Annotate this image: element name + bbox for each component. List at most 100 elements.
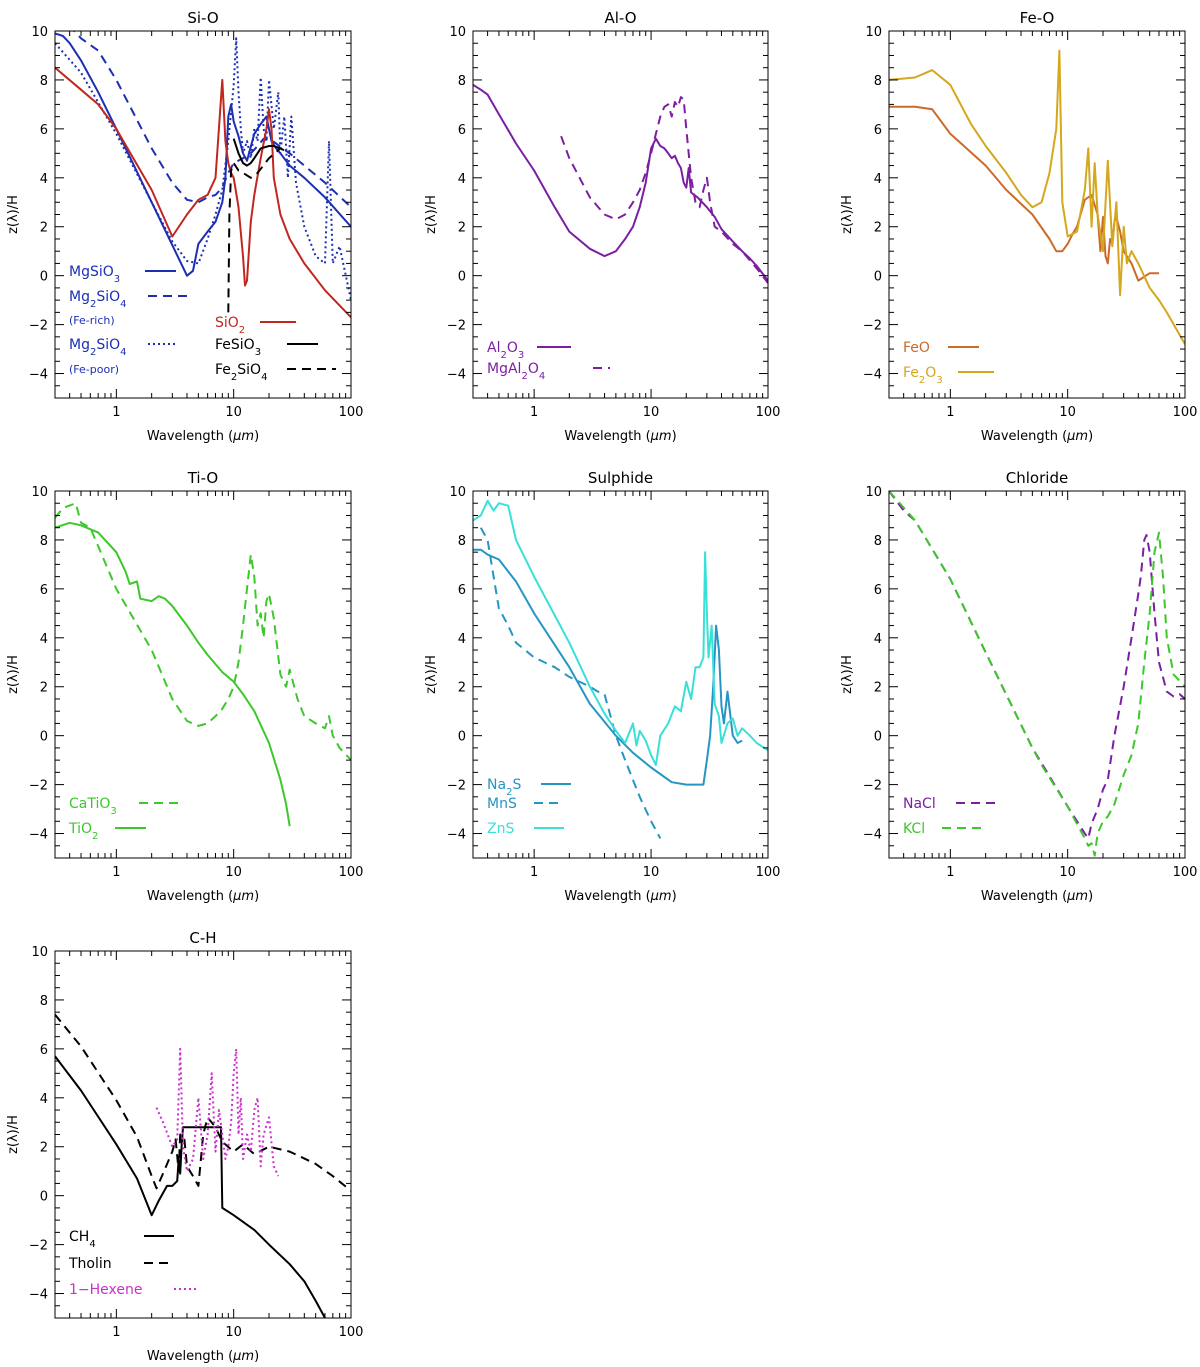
y-tick-label: −2 — [29, 1239, 48, 1254]
series-line-nacl — [889, 491, 1185, 840]
series-line-al2o3 — [473, 83, 768, 282]
y-axis-label: z(λ)/H — [424, 195, 439, 234]
series-line-fe2o3 — [889, 49, 1185, 345]
legend-label-mns: MnS — [487, 796, 517, 812]
legend-label-mgal2o4: MgAl2O4 — [487, 361, 545, 382]
y-tick-label: 2 — [458, 221, 466, 236]
y-tick-label: 2 — [458, 681, 466, 696]
legend-label-sio2: SiO2 — [215, 315, 245, 336]
y-tick-label: 0 — [40, 1190, 48, 1205]
series-line-sio2 — [55, 66, 351, 318]
y-tick-label: 0 — [40, 270, 48, 285]
y-tick-label: 4 — [874, 632, 882, 647]
panel-title: Si-O — [187, 9, 218, 27]
series-line-1-hexene — [155, 1047, 280, 1177]
y-tick-label: 0 — [458, 270, 466, 285]
y-tick-label: 2 — [40, 1141, 48, 1156]
y-tick-label: 4 — [40, 632, 48, 647]
x-tick-label: 10 — [225, 1325, 242, 1340]
y-tick-label: −4 — [447, 368, 466, 383]
y-axis-label: z(λ)/H — [424, 655, 439, 694]
y-tick-label: 2 — [40, 681, 48, 696]
legend-label-al2o3: Al2O3 — [487, 340, 524, 361]
series-line-fesio3 — [232, 138, 281, 167]
x-axis-label: Wavelength (μm) — [147, 889, 259, 904]
y-axis-label: z(λ)/H — [6, 655, 21, 694]
panel-title: Al-O — [604, 9, 636, 27]
y-tick-label: 4 — [874, 172, 882, 187]
x-axis-label: Wavelength (μm) — [147, 1349, 259, 1364]
legend-note-mg2sio4-fe-rich: (Fe-rich) — [69, 314, 115, 327]
x-tick-label: 100 — [1173, 865, 1198, 880]
y-tick-label: 6 — [40, 123, 48, 138]
legend-label-fesio3: FeSiO3 — [215, 337, 261, 358]
x-axis-label: Wavelength (μm) — [981, 889, 1093, 904]
x-axis-label: Wavelength (μm) — [981, 429, 1093, 444]
legend-label-feo: FeO — [903, 340, 930, 356]
plot-frame — [888, 30, 1186, 399]
y-tick-label: 6 — [458, 583, 466, 598]
y-tick-label: −2 — [29, 319, 48, 334]
plot-frame — [472, 490, 769, 859]
x-tick-label: 10 — [643, 865, 660, 880]
y-axis-label: z(λ)/H — [6, 1115, 21, 1154]
y-tick-label: 4 — [40, 172, 48, 187]
series-line-kcl — [889, 491, 1185, 857]
panel-title: C-H — [189, 929, 216, 947]
y-tick-label: −4 — [447, 828, 466, 843]
panel-al-o: 1 10 100 −4 −2 0 2 4 6 8 10 Al-O Wavelength (μm) z(λ)… — [424, 9, 780, 444]
legend-label-ch4: CH4 — [69, 1229, 96, 1250]
y-tick-label: 8 — [874, 534, 882, 549]
legend-label-nacl: NaCl — [903, 796, 936, 812]
x-tick-label: 100 — [339, 405, 364, 420]
x-tick-label: 10 — [225, 405, 242, 420]
legend-label-fe2o3: Fe2O3 — [903, 365, 943, 386]
legend-note-mg2sio4-fe-poor: (Fe-poor) — [69, 363, 119, 376]
series-line-na2s — [473, 548, 743, 786]
x-tick-label: 100 — [339, 1325, 364, 1340]
series-line-tholin — [55, 1013, 351, 1192]
series-line-feo — [889, 105, 1159, 282]
legend-label-catio3: CaTiO3 — [69, 796, 117, 817]
legend-label-fe2sio4: Fe2SiO4 — [215, 362, 267, 383]
y-tick-label: 6 — [458, 123, 466, 138]
legend-label-tholin: Tholin — [68, 1256, 112, 1272]
legend-label-mg2sio4-fe-poor: Mg2SiO4 — [69, 337, 127, 358]
series-line-ch4 — [55, 1055, 326, 1318]
legend-label-tio2: TiO2 — [68, 821, 98, 842]
y-tick-label: 8 — [40, 994, 48, 1009]
legend-label-mg2sio4-fe-rich: Mg2SiO4 — [69, 289, 127, 310]
y-tick-label: 10 — [449, 25, 466, 40]
y-tick-label: 2 — [874, 681, 882, 696]
y-tick-label: 4 — [458, 172, 466, 187]
x-tick-label: 100 — [756, 865, 781, 880]
y-tick-label: −2 — [447, 779, 466, 794]
y-tick-label: 6 — [40, 1043, 48, 1058]
x-tick-label: 10 — [1059, 405, 1076, 420]
y-tick-label: −4 — [863, 368, 882, 383]
series-line-mgal2o4 — [560, 96, 768, 284]
legend-label-kcl: KCl — [903, 821, 925, 837]
y-tick-label: 6 — [874, 123, 882, 138]
x-tick-label: 1 — [946, 865, 954, 880]
x-tick-label: 10 — [1059, 865, 1076, 880]
series-line-fe2sio4 — [227, 147, 291, 313]
y-tick-label: 8 — [40, 74, 48, 89]
y-axis-label: z(λ)/H — [840, 655, 855, 694]
y-tick-label: 0 — [874, 270, 882, 285]
panel-c-h: 1 10 100 −4 −2 0 2 4 6 8 10 C-H Wavelength (μm) z(λ)/… — [6, 929, 363, 1364]
series-line-mgsio3 — [55, 32, 351, 277]
legend-label-1-hexene: 1−Hexene — [69, 1282, 143, 1298]
x-tick-label: 1 — [112, 405, 120, 420]
panel-title: Fe-O — [1020, 9, 1055, 27]
series-line-zns — [473, 499, 768, 766]
x-tick-label: 1 — [530, 865, 538, 880]
x-tick-label: 100 — [756, 405, 781, 420]
panel-title: Chloride — [1006, 469, 1068, 487]
x-axis-label: Wavelength (μm) — [564, 429, 676, 444]
series-line-mns — [479, 527, 662, 839]
y-tick-label: 0 — [40, 730, 48, 745]
y-tick-label: 10 — [31, 485, 48, 500]
x-tick-label: 100 — [1173, 405, 1198, 420]
